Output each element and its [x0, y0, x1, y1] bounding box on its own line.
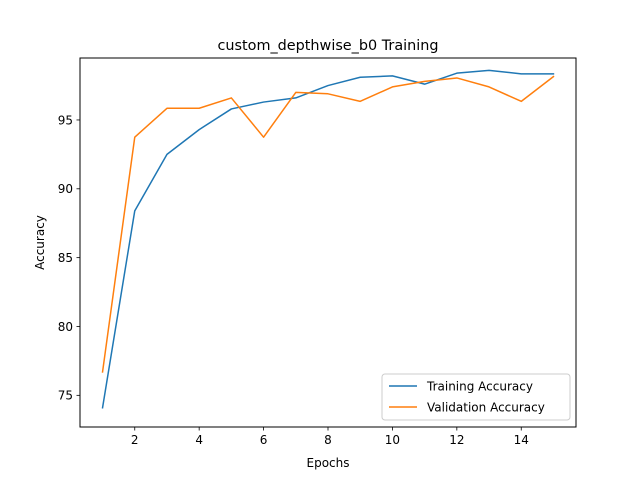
- legend-box: [381, 373, 571, 421]
- legend-label-0: Training Accuracy: [426, 379, 533, 393]
- x-tick-label: 10: [385, 433, 400, 447]
- chart-title: custom_depthwise_b0 Training: [217, 38, 438, 54]
- x-axis-label: Epochs: [307, 456, 350, 470]
- lines-layer: [101, 69, 555, 409]
- x-tick-label: 12: [449, 433, 464, 447]
- x-tick-label: 8: [324, 433, 332, 447]
- x-tick-label: 2: [131, 433, 139, 447]
- y-tick-label: 75: [58, 389, 73, 403]
- y-tick-label: 90: [58, 182, 73, 196]
- y-tick-label: 80: [58, 320, 73, 334]
- x-tick-label: 6: [260, 433, 268, 447]
- x-tick-label: 14: [514, 433, 529, 447]
- series-line-0: [101, 69, 555, 409]
- series-line-1: [101, 75, 555, 373]
- y-axis: 75 80 85 90 95: [58, 113, 80, 403]
- plot-frame: [79, 57, 577, 428]
- legend-label-1: Validation Accuracy: [427, 400, 545, 414]
- y-axis-label: Accuracy: [33, 215, 47, 270]
- chart-legend: Training Accuracy Validation Accuracy: [381, 373, 571, 421]
- y-tick-label: 85: [58, 251, 73, 265]
- x-tick-label: 4: [195, 433, 203, 447]
- y-tick-label: 95: [58, 113, 73, 127]
- x-axis: 2 4 6 8 10 12 14: [131, 427, 529, 447]
